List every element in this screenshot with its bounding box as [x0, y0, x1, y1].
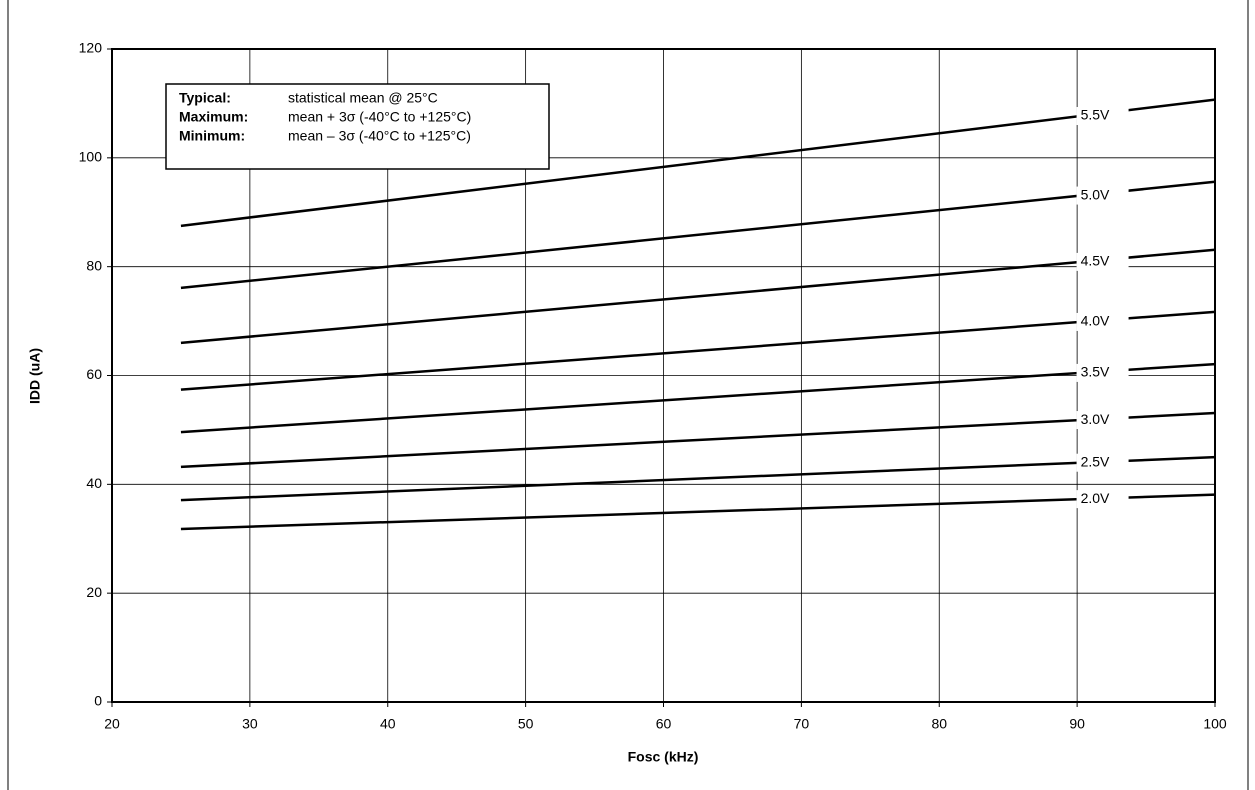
label-bg — [1076, 107, 1129, 126]
x-tick-label: 30 — [242, 716, 258, 732]
label-bg — [1076, 186, 1129, 205]
x-axis-label: Fosc (kHz) — [628, 749, 699, 765]
y-tick-label: 100 — [79, 149, 103, 165]
x-tick-label: 80 — [931, 716, 947, 732]
x-tick-label: 40 — [380, 716, 396, 732]
series-line — [180, 248, 1216, 345]
label-bg — [1076, 252, 1129, 271]
note-text: statistical mean @ 25°C — [288, 90, 438, 106]
series-label: 3.5V — [1081, 364, 1110, 380]
y-axis-label: IDD (uA) — [27, 348, 43, 404]
series-line — [180, 98, 1216, 228]
label-bg — [1076, 363, 1129, 382]
label-bg — [1076, 490, 1129, 509]
note-text: mean + 3σ (-40°C to +125°C) — [288, 109, 471, 125]
note-key: Minimum: — [179, 128, 245, 144]
series-line — [180, 411, 1216, 469]
x-tick-label: 100 — [1203, 716, 1227, 732]
series-line — [180, 362, 1216, 434]
note-key: Maximum: — [179, 109, 248, 125]
series-line — [180, 455, 1216, 502]
series-label: 2.5V — [1081, 453, 1110, 469]
note-key: Typical: — [179, 90, 231, 106]
series-line — [180, 310, 1216, 391]
series-line — [180, 180, 1216, 290]
label-bg — [1076, 411, 1129, 430]
y-tick-label: 80 — [86, 257, 102, 273]
x-tick-label: 70 — [794, 716, 810, 732]
y-tick-label: 60 — [86, 366, 102, 382]
y-tick-label: 40 — [86, 475, 102, 491]
series-label: 3.0V — [1081, 411, 1110, 427]
y-tick-label: 120 — [79, 40, 103, 56]
x-tick-label: 60 — [656, 716, 672, 732]
x-tick-label: 90 — [1069, 716, 1085, 732]
x-tick-label: 20 — [104, 716, 120, 732]
series-label: 4.0V — [1081, 313, 1110, 329]
note-text: mean – 3σ (-40°C to +125°C) — [288, 128, 471, 144]
plot-border — [111, 48, 1216, 703]
y-tick-label: 20 — [86, 584, 102, 600]
series-label: 4.5V — [1081, 253, 1110, 269]
series-line — [180, 493, 1216, 531]
label-bg — [1076, 312, 1129, 331]
y-tick-label: 0 — [94, 693, 102, 709]
x-tick-label: 50 — [518, 716, 534, 732]
series-label: 2.0V — [1081, 490, 1110, 506]
series-label: 5.5V — [1081, 107, 1110, 123]
label-bg — [1076, 453, 1129, 472]
series-label: 5.0V — [1081, 186, 1110, 202]
notes-box — [165, 83, 550, 170]
